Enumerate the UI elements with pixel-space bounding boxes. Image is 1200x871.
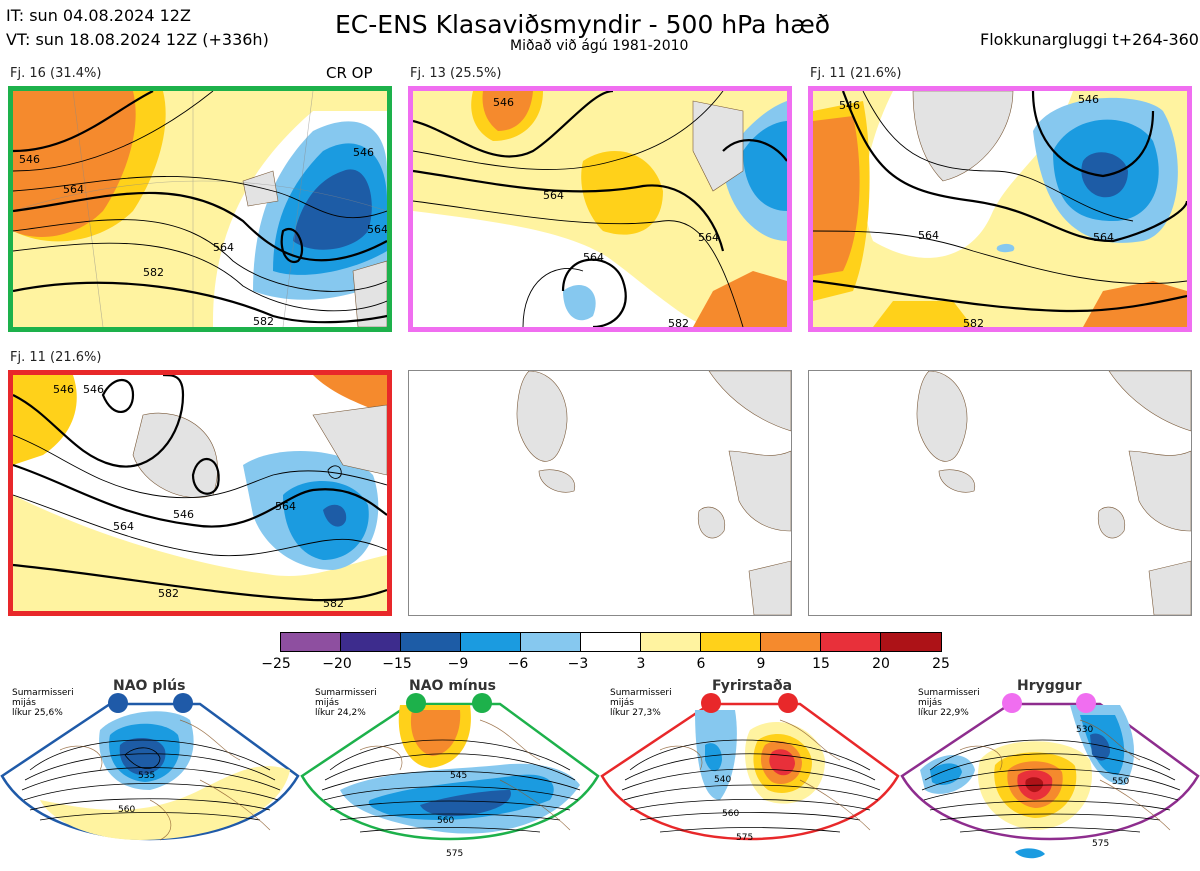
regime-1-marker-left (108, 693, 128, 713)
empty-map-5 (408, 370, 792, 616)
regime-2-contour-label: 575 (446, 849, 463, 859)
regime-3-title: Fyrirstaða (712, 678, 793, 694)
regime-3-marker-right (778, 693, 798, 713)
colorbar-segment (640, 632, 701, 652)
regime-4-contour-label: 530 (1076, 725, 1093, 735)
colorbar-tick: 25 (932, 656, 950, 672)
colorbar-segment (520, 632, 581, 652)
regime-2-map: 545 560 575 (300, 693, 600, 859)
colorbar-segment (700, 632, 761, 652)
cluster-1-contour-label: 546 (19, 153, 40, 166)
regime-2-title: NAO mínus (409, 678, 496, 694)
regime-3-contour-label: 575 (736, 833, 753, 843)
regime-2-info: Sumarmisseri mijás líkur 24,2% (315, 688, 377, 718)
cluster-4-contour-label: 582 (323, 597, 344, 610)
valid-time: VT: sun 18.08.2024 12Z (+336h) (6, 30, 269, 49)
cluster-4-contour-label: 582 (158, 587, 179, 600)
cluster-map-4: 546 546 564 546 564 582 582 (8, 370, 392, 616)
colorbar-tick: 6 (696, 656, 706, 672)
regime-1-map: 535 560 (0, 693, 300, 841)
colorbar-tick: 20 (872, 656, 890, 672)
regime-3-contour-label: 540 (714, 775, 731, 785)
cluster-1-contour-label: 564 (367, 223, 387, 236)
cluster-1-contour-label: 582 (253, 315, 274, 327)
cluster-3-contour-label: 564 (1093, 231, 1114, 244)
regime-2-marker-left (406, 693, 426, 713)
cluster-4-contour-label: 546 (83, 383, 104, 396)
colorbar-segment (340, 632, 401, 652)
colorbar-tick: 9 (756, 656, 766, 672)
regime-4-title: Hryggur (1017, 678, 1082, 694)
colorbar-segment (280, 632, 341, 652)
colorbar-tick: −15 (382, 656, 412, 672)
regime-2-marker-right (472, 693, 492, 713)
cluster-1-tag: CR OP (326, 64, 373, 82)
colorbar-tick: −25 (261, 656, 291, 672)
colorbar-segment (820, 632, 881, 652)
cluster-map-1: 546 564 564 582 582 564 546 (8, 86, 392, 332)
colorbar-segment (580, 632, 641, 652)
colorbar-segment (460, 632, 521, 652)
cluster-2-contour-label: 564 (698, 231, 719, 244)
colorbar (280, 632, 942, 652)
colorbar-tick: 3 (636, 656, 646, 672)
regime-2-contour-label: 545 (450, 771, 467, 781)
cluster-2-contour-label: 582 (668, 317, 689, 327)
colorbar-tick: −9 (447, 656, 469, 672)
regime-4-contour-label: 550 (1112, 777, 1129, 787)
regime-2-contour-label: 560 (437, 816, 454, 826)
cluster-4-contour-label: 564 (275, 500, 296, 513)
cluster-3-contour-label: 546 (839, 99, 860, 112)
colorbar-segment (760, 632, 821, 652)
cluster-4-contour-label: 546 (53, 383, 74, 396)
empty-map-6 (808, 370, 1192, 616)
regime-4-marker-right (1076, 693, 1096, 713)
colorbar-tick: −3 (567, 656, 589, 672)
regime-1-contour-label: 535 (138, 771, 155, 781)
cluster-3-contour-label: 564 (918, 229, 939, 242)
regime-3-marker-left (701, 693, 721, 713)
cluster-4-contour-label: 546 (173, 508, 194, 521)
colorbar-tick: −6 (507, 656, 529, 672)
colorbar-tick: 15 (812, 656, 830, 672)
regime-4-info: Sumarmisseri mijás líkur 22,9% (918, 688, 980, 718)
cluster-map-3: 546 546 564 582 564 (808, 86, 1192, 332)
regime-1-contour-label: 560 (118, 805, 135, 815)
cluster-2-contour-label: 564 (583, 251, 604, 264)
regime-4-contour-label: 575 (1092, 839, 1109, 849)
cluster-window: Flokkunargluggi t+264-360 (980, 30, 1199, 49)
cluster-1-contour-label: 564 (63, 183, 84, 196)
page-title: EC-ENS Klasaviðsmyndir - 500 hPa hæð (335, 10, 831, 39)
init-time: IT: sun 04.08.2024 12Z (6, 6, 191, 25)
cluster-1-contour-label: 564 (213, 241, 234, 254)
cluster-3-contour-label: 546 (1078, 93, 1099, 106)
regime-1-title: NAO plús (113, 678, 186, 694)
regime-4-map: 530 550 575 (900, 693, 1200, 859)
regime-1-info: Sumarmisseri mijás líkur 25,6% (12, 688, 74, 718)
cluster-3-label: Fj. 11 (21.6%) (810, 66, 902, 81)
colorbar-tick: −20 (322, 656, 352, 672)
cluster-3-contour-label: 582 (963, 317, 984, 327)
colorbar-segment (400, 632, 461, 652)
regime-3-contour-label: 560 (722, 809, 739, 819)
page-subtitle: Miðað við ágú 1981-2010 (510, 38, 689, 54)
cluster-2-label: Fj. 13 (25.5%) (410, 66, 502, 81)
regime-4-marker-left (1002, 693, 1022, 713)
regime-1-marker-right (173, 693, 193, 713)
cluster-1-contour-label: 582 (143, 266, 164, 279)
cluster-1-label: Fj. 16 (31.4%) (10, 66, 102, 81)
cluster-2-contour-label: 546 (493, 96, 514, 109)
cluster-2-contour-label: 564 (543, 189, 564, 202)
regime-3-map: 540 560 575 (600, 693, 900, 843)
regime-3-info: Sumarmisseri mijás líkur 27,3% (610, 688, 672, 718)
colorbar-segment (880, 632, 942, 652)
cluster-map-2: 546 564 564 582 564 (408, 86, 792, 332)
cluster-4-contour-label: 564 (113, 520, 134, 533)
colorbar-ticks: −25 −20 −15 −9 −6 −3 3 6 9 15 20 25 (261, 656, 950, 674)
cluster-1-contour-label: 546 (353, 146, 374, 159)
cluster-4-label: Fj. 11 (21.6%) (10, 350, 102, 365)
